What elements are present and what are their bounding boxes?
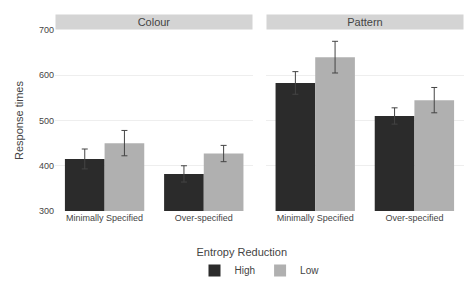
svg-text:Pattern: Pattern bbox=[347, 16, 382, 28]
svg-text:Response times: Response times bbox=[13, 81, 25, 160]
svg-text:Minimally Specified: Minimally Specified bbox=[277, 213, 354, 223]
svg-text:Entropy Reduction: Entropy Reduction bbox=[197, 246, 288, 258]
svg-text:500: 500 bbox=[39, 116, 54, 126]
svg-text:700: 700 bbox=[39, 25, 54, 35]
svg-text:Low: Low bbox=[300, 265, 319, 276]
svg-text:High: High bbox=[235, 265, 256, 276]
svg-text:Over-specified: Over-specified bbox=[175, 213, 233, 223]
svg-text:Colour: Colour bbox=[138, 16, 171, 28]
svg-text:600: 600 bbox=[39, 70, 54, 80]
svg-text:300: 300 bbox=[39, 206, 54, 216]
svg-text:Minimally Specified: Minimally Specified bbox=[66, 213, 143, 223]
svg-text:400: 400 bbox=[39, 161, 54, 171]
svg-text:Over-specified: Over-specified bbox=[385, 213, 443, 223]
